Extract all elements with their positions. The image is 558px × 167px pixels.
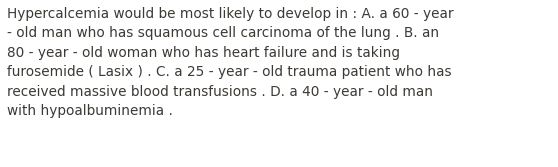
- Text: Hypercalcemia would be most likely to develop in : A. a 60 - year
- old man who : Hypercalcemia would be most likely to de…: [7, 7, 454, 118]
